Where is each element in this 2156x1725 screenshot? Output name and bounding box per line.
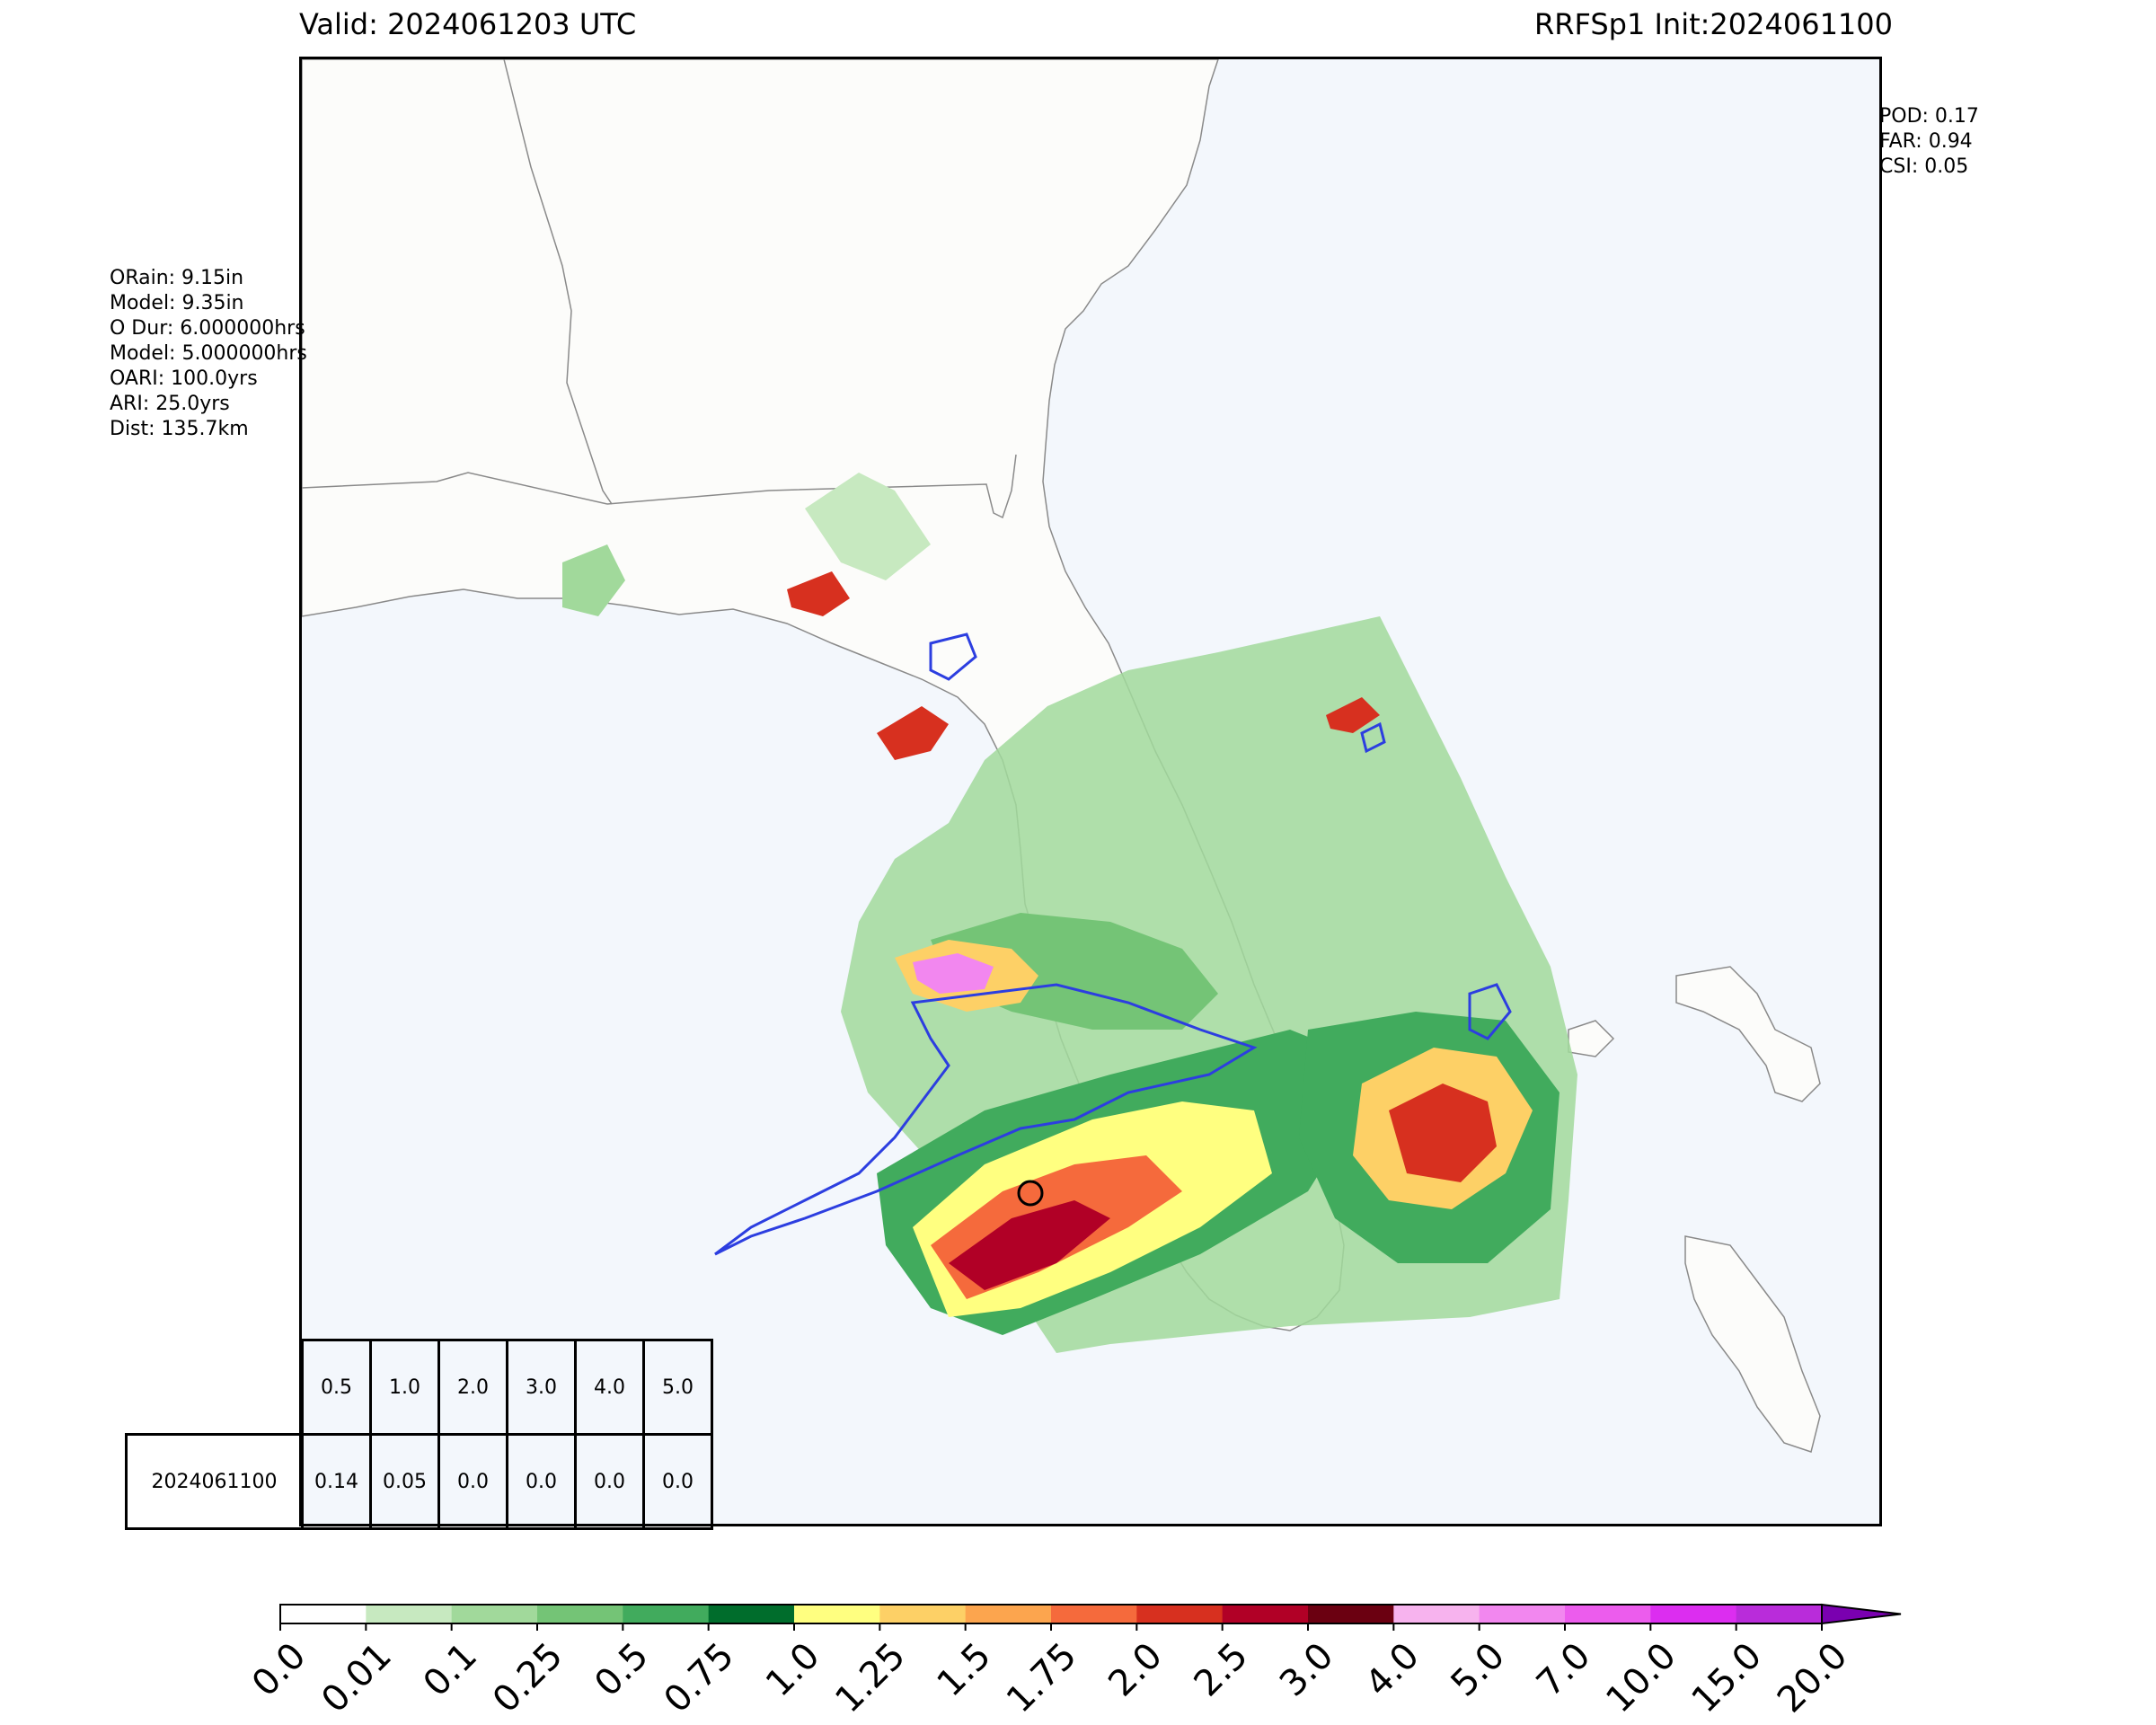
observed-contour-ne [1360, 721, 1386, 754]
colorbar-tick-label: 5.0 [1444, 1635, 1514, 1705]
table-value-cell: 0.0 [437, 1433, 508, 1530]
table-threshold-header: 1.0 [369, 1339, 440, 1436]
state-border-fl-al [302, 472, 608, 505]
precipitation-map [299, 57, 1882, 1526]
colorbar-tick-label: 15.0 [1684, 1635, 1771, 1721]
verification-stat-line: FAR: 0.94 [1879, 130, 1973, 153]
precip-panhandle [562, 544, 625, 616]
colorbar-segment [708, 1605, 795, 1623]
precip-north-1 [877, 706, 949, 760]
colorbar-tick-label: 0.1 [416, 1635, 486, 1705]
verification-stats: POD: 0.17 FAR: 0.94 CSI: 0.05 [1879, 104, 1979, 180]
colorbar-tick-label: 0.0 [244, 1635, 314, 1705]
precip-tampa-2 [913, 953, 994, 994]
state-border-fl-ga [606, 454, 1017, 519]
colorbar-segment [1222, 1605, 1309, 1623]
point-stat-line: Dist: 135.7km [110, 418, 249, 440]
colorbar-tick-label: 4.0 [1357, 1635, 1427, 1705]
colorbar-tick-label: 1.75 [999, 1635, 1085, 1721]
colorbar-segment [280, 1605, 367, 1623]
colorbar-segment [965, 1605, 1052, 1623]
valid-time-title: Valid: 2024061203 UTC [299, 7, 637, 41]
point-stat-line: ORain: 9.15in [110, 267, 244, 289]
colorbar-tick-label: 7.0 [1529, 1635, 1599, 1705]
precip-coverage-lightest [805, 473, 931, 580]
state-border-al-ga [503, 59, 613, 505]
point-stat-line: Model: 9.35in [110, 292, 244, 314]
table-value-cell: 0.0 [574, 1433, 645, 1530]
precip-heavy-5 [1389, 1084, 1497, 1182]
colorbar-tick-label: 0.25 [485, 1635, 571, 1721]
table-value-cell: 0.14 [301, 1433, 372, 1530]
table-row-label: 2024061100 [125, 1433, 304, 1530]
table-threshold-header: 2.0 [437, 1339, 508, 1436]
colorbar-segment [1051, 1605, 1137, 1623]
colorbar-segment [537, 1605, 623, 1623]
colorbar-segment [451, 1605, 538, 1623]
colorbar-tick-label: 1.0 [758, 1635, 828, 1705]
colorbar-tick-label: 10.0 [1598, 1635, 1684, 1721]
colorbar-tick-label: 1.5 [930, 1635, 1000, 1705]
colorbar-tick-label: 0.75 [657, 1635, 743, 1721]
model-init-title: RRFSp1 Init:2024061100 [1534, 7, 1893, 41]
colorbar-segment [1136, 1605, 1224, 1623]
colorbar-segment [1308, 1605, 1394, 1623]
table-value-cell: 0.0 [506, 1433, 577, 1530]
precip-north-2 [787, 571, 850, 616]
precip-heavy-3 [949, 1200, 1110, 1290]
colorbar-tick-label: 2.0 [1100, 1635, 1171, 1705]
colorbar-tick-label: 0.01 [314, 1635, 400, 1721]
colorbar-tick-label: 0.5 [587, 1635, 657, 1705]
table-threshold-header: 3.0 [506, 1339, 577, 1436]
colorbar-segment [1736, 1605, 1823, 1623]
ari-probability-table: 0.5 1.0 2.0 3.0 4.0 5.0 2024061100 0.14 0.05 0.0 0… [125, 1339, 713, 1530]
table-threshold-header: 0.5 [301, 1339, 372, 1436]
point-stat-line: ARI: 25.0yrs [110, 393, 230, 415]
table-value-cell: 0.0 [642, 1433, 713, 1530]
observed-contour-north [929, 632, 977, 681]
colorbar-segment [1565, 1605, 1651, 1623]
colorbar-segment [794, 1605, 880, 1623]
observation-point-marker [1017, 1180, 1044, 1207]
colorbar-segment [1479, 1605, 1566, 1623]
colorbar-segment [1393, 1605, 1480, 1623]
observed-contour-main [714, 983, 1258, 1256]
point-stat-line: OARI: 100.0yrs [110, 367, 258, 390]
point-stat-line: Model: 5.000000hrs [110, 342, 307, 365]
observed-contour-east [1468, 983, 1512, 1040]
colorbar-tick-label: 20.0 [1770, 1635, 1856, 1721]
verification-stat-line: POD: 0.17 [1879, 105, 1979, 128]
colorbar-segment [879, 1605, 967, 1623]
cuba-coast [1684, 1235, 1821, 1453]
colorbar-segment [623, 1605, 710, 1623]
verification-stat-line: CSI: 0.05 [1879, 155, 1969, 178]
table-threshold-header: 5.0 [642, 1339, 713, 1436]
precip-northeast [1326, 697, 1380, 733]
colorbar-tick-label: 2.5 [1187, 1635, 1257, 1705]
table-threshold-header: 4.0 [574, 1339, 645, 1436]
colorbar-tick-label: 3.0 [1272, 1635, 1342, 1705]
colorbar-segment [366, 1605, 453, 1623]
bahamas-islands [1675, 966, 1821, 1102]
colorbar-tick-label: 1.25 [827, 1635, 914, 1721]
table-value-cell: 0.05 [369, 1433, 440, 1530]
point-stats: ORain: 9.15in Model: 9.35in O Dur: 6.00000… [110, 266, 307, 442]
colorbar-segment [1650, 1605, 1737, 1623]
colorbar-extend-arrow [1821, 1603, 1902, 1625]
point-stat-line: O Dur: 6.000000hrs [110, 317, 305, 340]
